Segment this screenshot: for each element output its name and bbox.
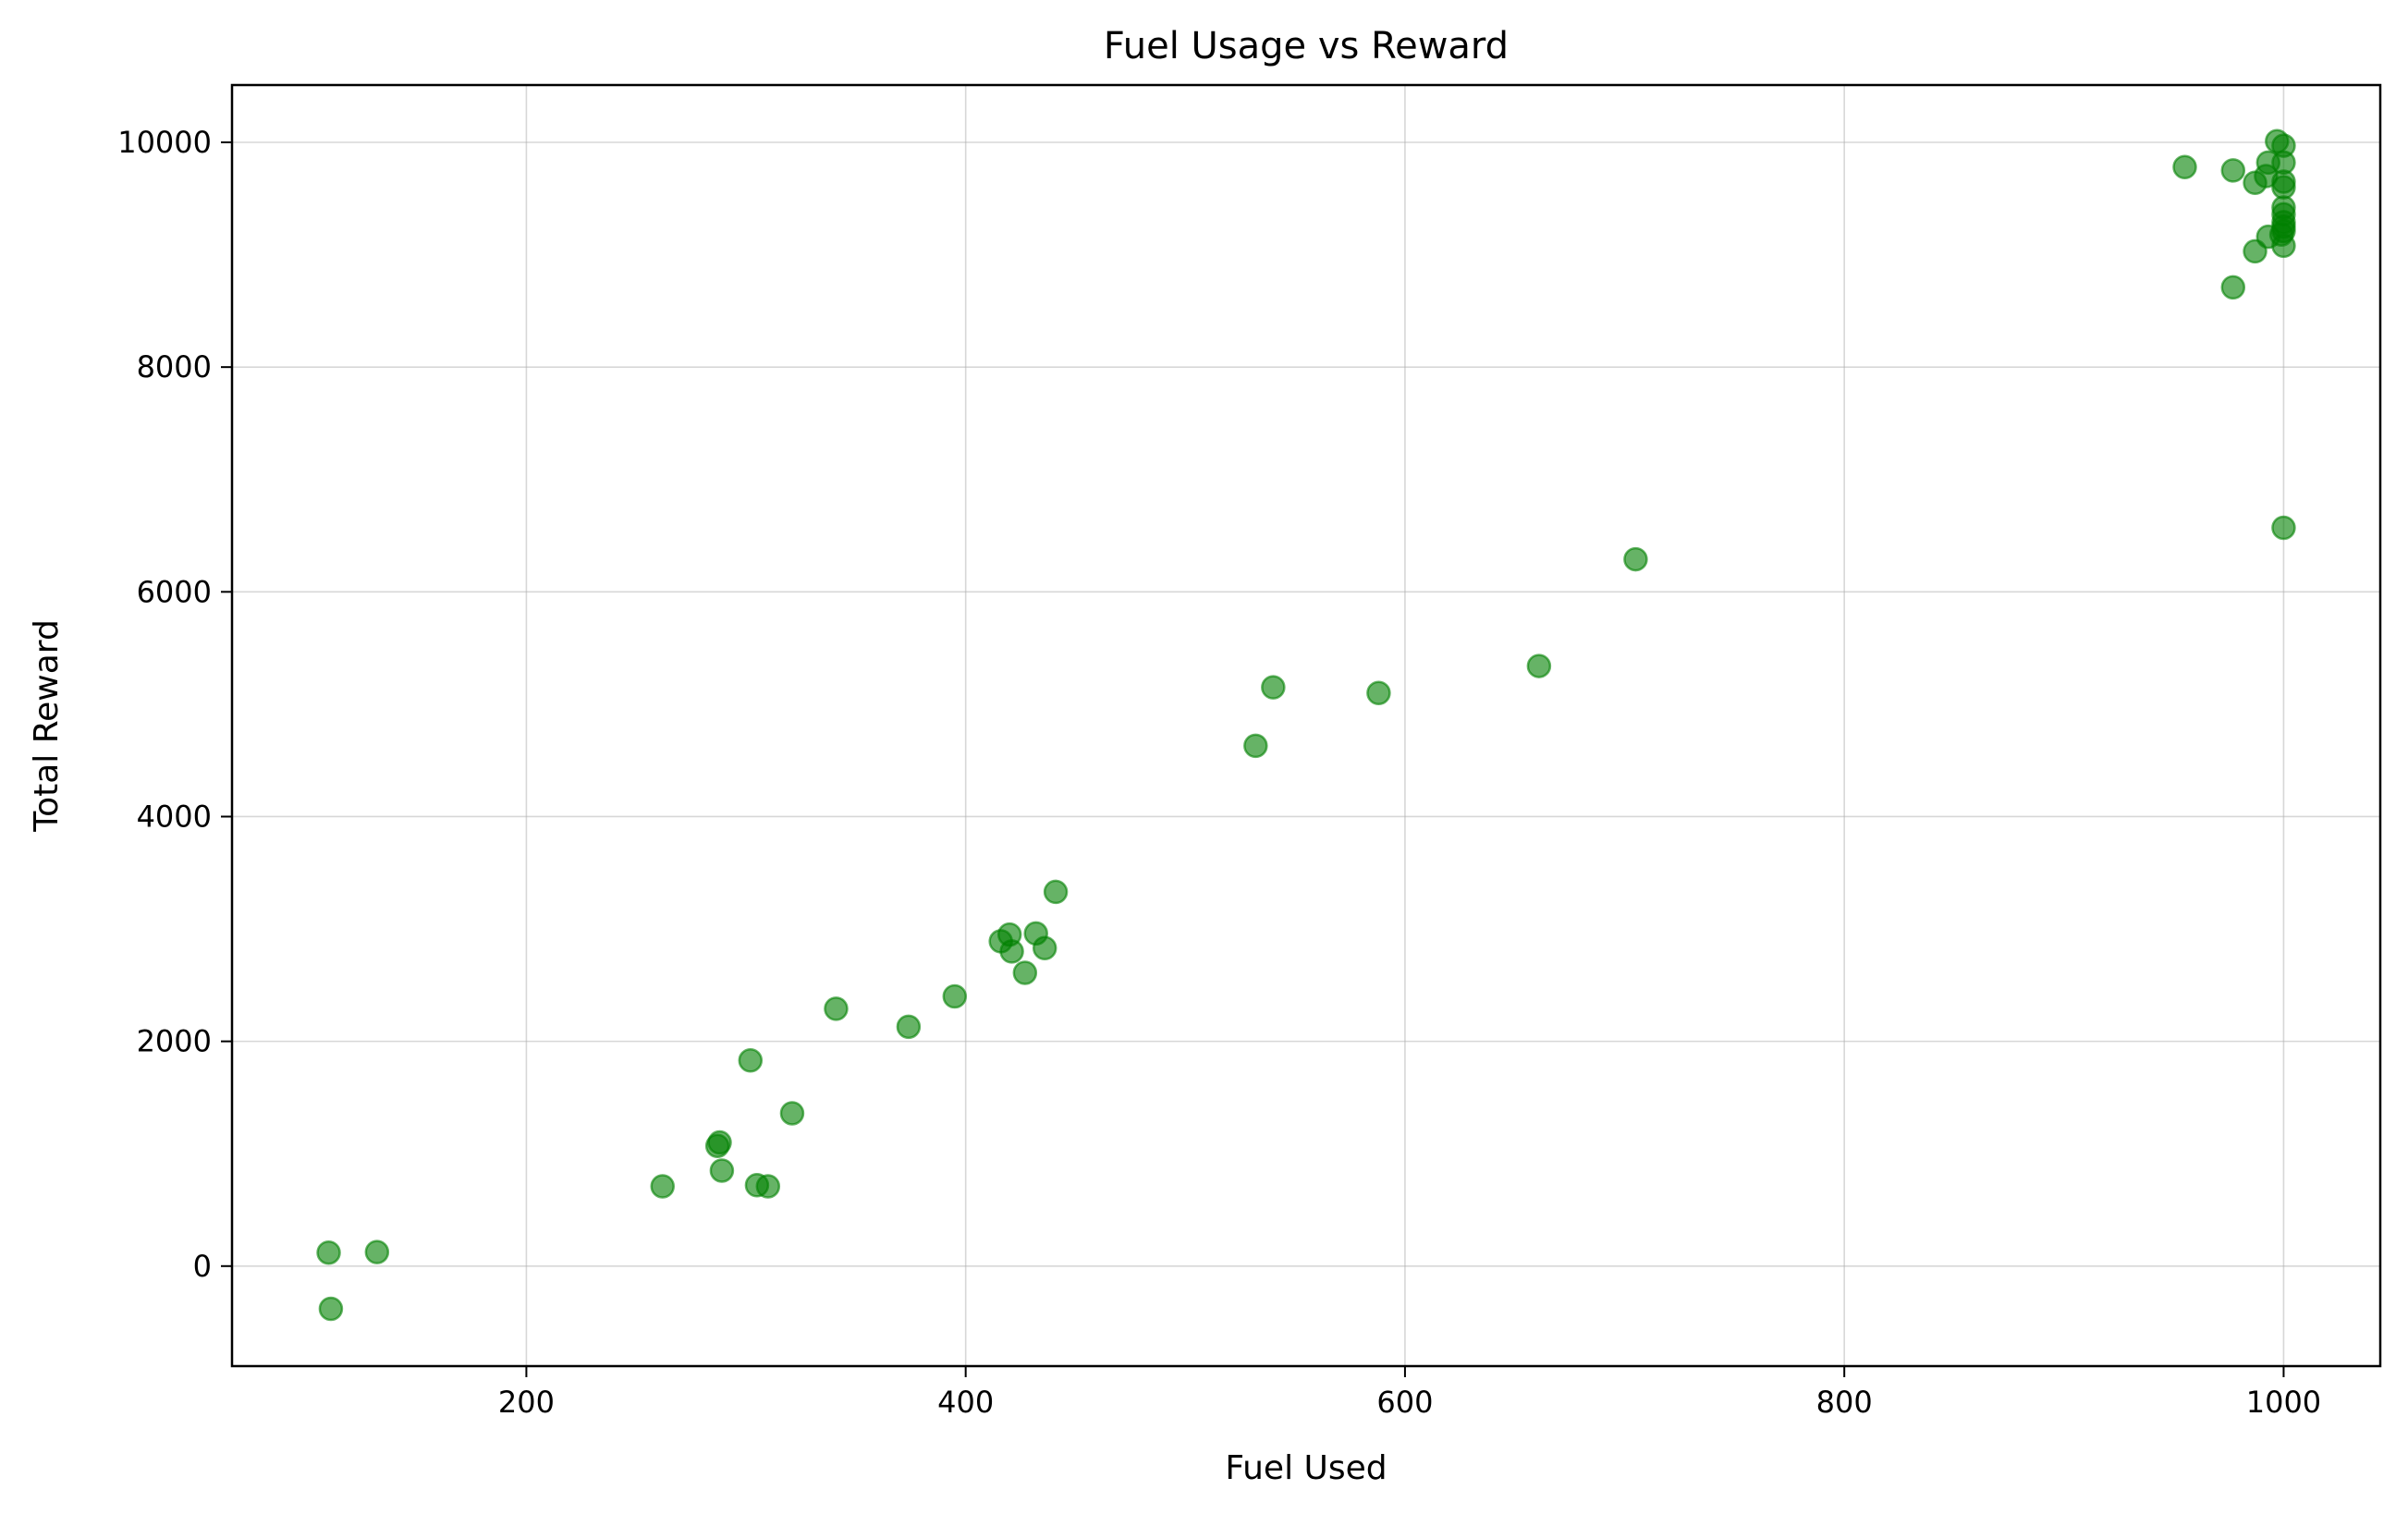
data-point xyxy=(2271,515,2296,541)
y-tick-label: 10000 xyxy=(117,125,212,160)
data-point xyxy=(2271,175,2296,200)
x-tick-label: 1000 xyxy=(2246,1385,2321,1420)
data-point xyxy=(1526,653,1552,678)
y-tick-label: 6000 xyxy=(137,574,212,609)
x-axis-label: Fuel Used xyxy=(1225,1449,1387,1487)
data-point xyxy=(942,983,968,1009)
plot-frame xyxy=(230,83,2382,1368)
y-axis-label: Total Reward xyxy=(28,619,66,833)
x-tick-label: 800 xyxy=(1816,1385,1873,1420)
data-point xyxy=(1243,733,1268,759)
data-point xyxy=(2220,158,2246,183)
data-point xyxy=(364,1239,390,1264)
data-point xyxy=(738,1048,764,1073)
chart-title: Fuel Usage vs Reward xyxy=(1104,25,1509,67)
x-tick-label: 200 xyxy=(498,1385,555,1420)
data-points xyxy=(316,128,2296,1322)
data-point xyxy=(318,1296,344,1322)
data-point xyxy=(707,1129,732,1155)
data-point xyxy=(2220,275,2246,300)
data-point xyxy=(1261,675,1286,700)
data-point xyxy=(2271,233,2296,259)
x-axis-ticks: 200 400 600 800 1000 xyxy=(498,1366,2321,1420)
y-tick-label: 4000 xyxy=(137,799,212,834)
data-point xyxy=(1012,960,1038,985)
grid-lines xyxy=(232,85,2380,1366)
data-point xyxy=(779,1101,805,1126)
data-point xyxy=(1043,879,1069,905)
y-tick-label: 2000 xyxy=(137,1024,212,1059)
data-point xyxy=(896,1014,922,1040)
y-tick-label: 8000 xyxy=(137,349,212,385)
data-point xyxy=(999,939,1024,964)
data-point xyxy=(316,1239,341,1265)
y-axis-ticks: 0 2000 4000 6000 8000 10000 xyxy=(117,125,232,1284)
x-tick-label: 600 xyxy=(1376,1385,1433,1420)
x-tick-label: 400 xyxy=(937,1385,994,1420)
data-point xyxy=(824,996,849,1021)
data-point xyxy=(1032,935,1057,960)
y-tick-label: 0 xyxy=(193,1249,212,1284)
data-point xyxy=(650,1174,676,1199)
data-point xyxy=(2172,154,2197,180)
data-point xyxy=(1366,680,1391,705)
data-point xyxy=(1623,546,1648,572)
data-point xyxy=(755,1174,781,1199)
data-point xyxy=(709,1158,735,1183)
